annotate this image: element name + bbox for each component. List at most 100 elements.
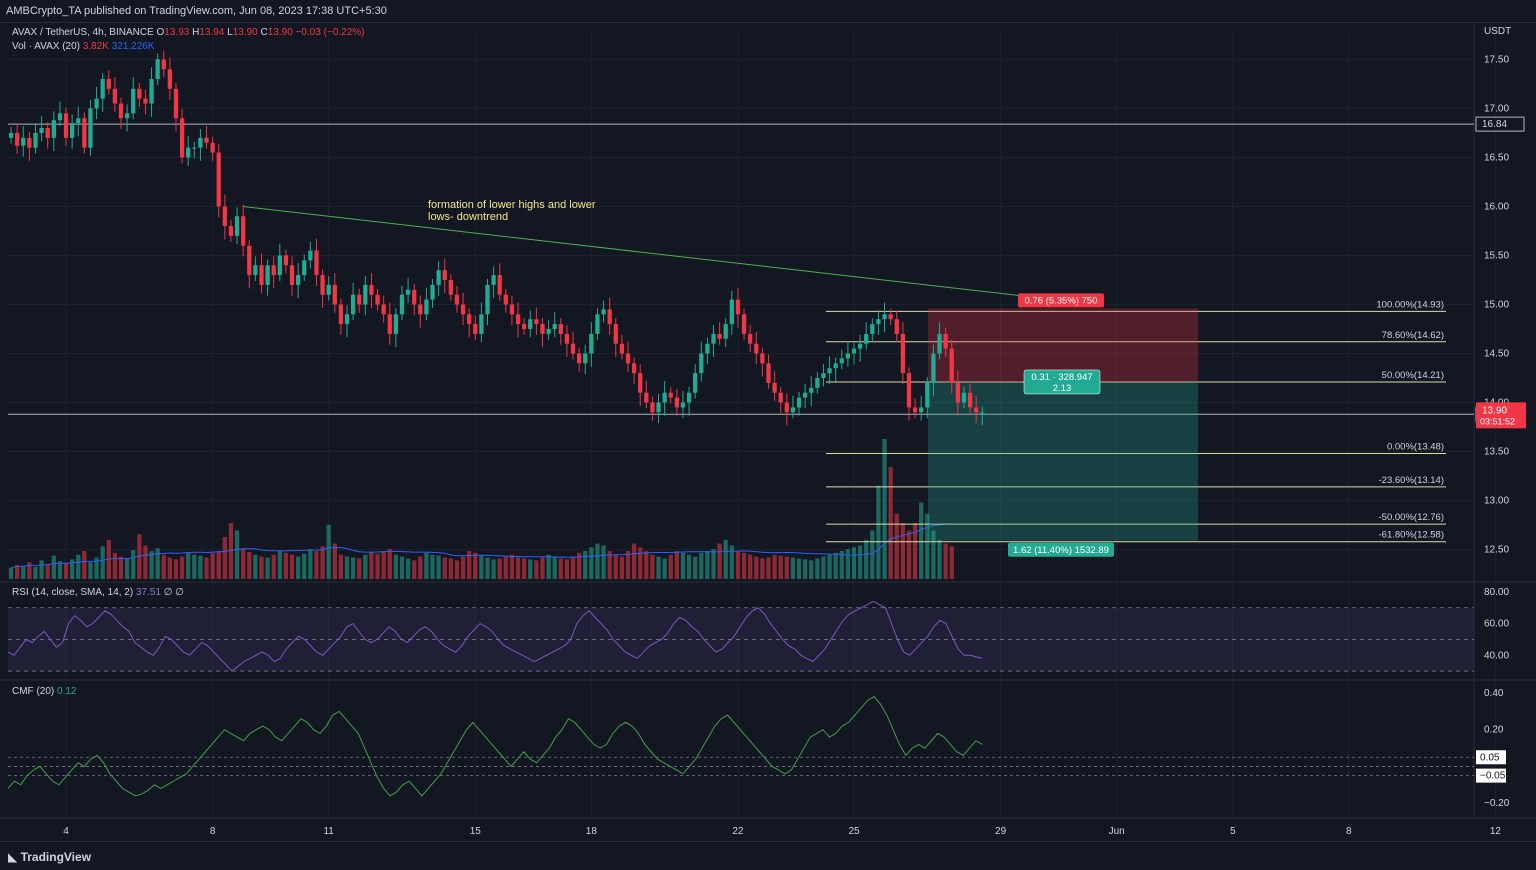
volume-bar <box>57 561 63 579</box>
fib-level-label: 78.60%(14.62) <box>1382 330 1444 341</box>
candle-body <box>442 270 447 280</box>
volume-bar <box>686 554 692 579</box>
cmf-tick-label: 0.40 <box>1484 688 1504 699</box>
close-label: C <box>260 27 268 38</box>
downtrend-line <box>243 205 1081 304</box>
countdown-label: 03:51:52 <box>1480 416 1515 426</box>
candle-body <box>961 392 967 403</box>
volume-bar <box>186 552 191 579</box>
candle-body <box>186 147 191 158</box>
price-tick-label: 17.50 <box>1484 54 1509 65</box>
candle-body <box>479 314 484 334</box>
time-tick-label: Jun <box>1109 826 1125 837</box>
volume-bar <box>760 558 765 579</box>
candle-body <box>876 319 881 325</box>
footer-brand: TradingView <box>20 850 92 864</box>
volume-bar <box>112 552 118 579</box>
candle-body <box>375 294 380 305</box>
trading-chart[interactable]: 17.5017.0016.5016.0015.5015.0014.5014.00… <box>0 22 1536 842</box>
rsi-extra: ∅ ∅ <box>163 587 184 598</box>
volume-bar <box>69 559 75 579</box>
volume-bar <box>302 553 307 579</box>
rsi-line <box>7 600 983 672</box>
volume-bar <box>363 554 368 579</box>
volume-bar <box>27 562 32 579</box>
horizontal-level-label: 16.84 <box>1482 119 1507 130</box>
candle-body <box>45 128 50 138</box>
candle-body <box>686 392 692 403</box>
volume-bar <box>192 554 197 579</box>
candle-body <box>387 314 392 334</box>
volume-bar <box>796 558 802 579</box>
candle-body <box>161 59 166 70</box>
candle-body <box>919 407 924 413</box>
candle-body <box>955 382 960 403</box>
volume-bar <box>473 552 478 579</box>
volume-bar <box>442 557 447 579</box>
volume-bar <box>283 552 289 579</box>
candle-body <box>894 319 899 334</box>
candle-body <box>265 265 270 285</box>
volume-bar <box>583 551 588 579</box>
volume-bar <box>216 551 221 579</box>
candle-body <box>851 348 857 354</box>
candle-body <box>802 392 808 398</box>
time-tick-label: 4 <box>63 826 69 837</box>
volume-bar <box>308 549 313 579</box>
volume-bar <box>790 557 796 579</box>
volume-bar <box>912 523 918 579</box>
open-label: O <box>156 27 165 38</box>
price-tick-label: 12.50 <box>1484 545 1509 556</box>
candle-body <box>69 123 75 138</box>
candle-body <box>882 314 887 320</box>
candle-body <box>381 304 386 315</box>
volume-bar <box>448 558 453 579</box>
volume-legend: Vol · AVAX (20) 3.82K 321.226K <box>12 41 155 52</box>
volume-bar <box>802 559 808 579</box>
fib-level-label: -23.60%(13.14) <box>1379 475 1444 486</box>
horizontal-level-tag <box>1475 116 1525 132</box>
ratio-label: 0.31 · 328.947 <box>1031 372 1092 383</box>
volume-bar <box>937 539 942 579</box>
candle-body <box>845 353 851 359</box>
volume-bar <box>851 547 857 579</box>
volume-bar <box>51 555 56 579</box>
volume-bar <box>167 557 173 579</box>
rsi-band <box>8 607 1474 672</box>
candle-body <box>448 279 453 295</box>
volume-bar <box>381 551 386 579</box>
candle-body <box>33 132 38 148</box>
candle-body <box>131 88 136 114</box>
volume-bar <box>399 556 405 579</box>
volume-bar <box>387 549 392 579</box>
candle-body <box>39 128 44 133</box>
candle-body <box>827 368 832 374</box>
cmf-level-tag <box>1476 768 1506 783</box>
publish-header: AMBCrypto_TA published on TradingView.co… <box>0 0 1536 23</box>
candle-body <box>283 255 289 266</box>
candle-body <box>118 103 124 119</box>
candle-body <box>173 88 179 119</box>
candle-body <box>949 348 954 383</box>
candle-body <box>149 79 154 104</box>
candle-body <box>564 333 570 344</box>
volume-bar <box>564 559 570 579</box>
rsi-label: RSI (14, close, SMA, 14, 2) <box>12 587 134 598</box>
candle-body <box>778 392 783 403</box>
ratio-label: 2.13 <box>1053 383 1072 394</box>
candle-body <box>454 294 460 305</box>
candle-body <box>228 226 234 236</box>
volume-bar <box>754 556 759 579</box>
time-tick-label: 11 <box>323 826 334 837</box>
candle-body <box>491 275 496 285</box>
volume-bar <box>534 560 539 579</box>
time-tick-label: 8 <box>210 826 216 837</box>
volume-bar <box>827 554 832 579</box>
candle-body <box>650 402 655 413</box>
volume-bar <box>943 543 948 579</box>
candle-body <box>21 137 26 146</box>
cmf-legend: CMF (20) 0.12 <box>12 686 76 697</box>
candle-body <box>570 343 576 354</box>
candle-body <box>222 206 227 227</box>
candle-body <box>662 392 667 403</box>
